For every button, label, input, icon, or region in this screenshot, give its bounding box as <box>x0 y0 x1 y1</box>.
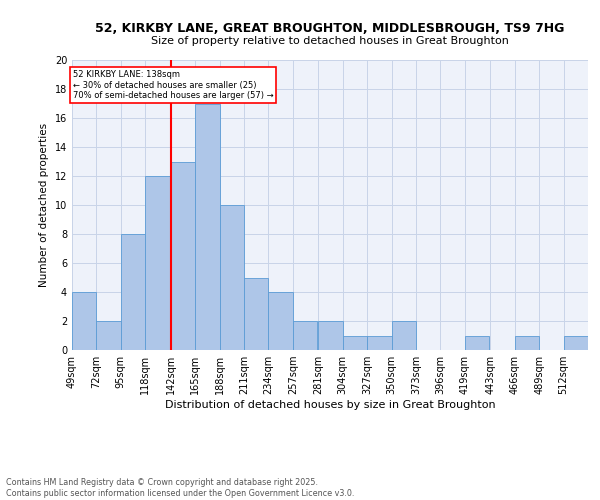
Bar <box>72 292 97 350</box>
Text: Contains HM Land Registry data © Crown copyright and database right 2025.
Contai: Contains HM Land Registry data © Crown c… <box>6 478 355 498</box>
Bar <box>220 205 244 350</box>
Bar <box>121 234 145 350</box>
Bar <box>195 104 220 350</box>
Bar <box>268 292 293 350</box>
Bar <box>145 176 170 350</box>
Y-axis label: Number of detached properties: Number of detached properties <box>39 123 49 287</box>
Text: 52, KIRKBY LANE, GREAT BROUGHTON, MIDDLESBROUGH, TS9 7HG: 52, KIRKBY LANE, GREAT BROUGHTON, MIDDLE… <box>95 22 565 36</box>
Bar <box>293 321 317 350</box>
Bar <box>319 321 343 350</box>
X-axis label: Distribution of detached houses by size in Great Broughton: Distribution of detached houses by size … <box>164 400 496 410</box>
Bar <box>392 321 416 350</box>
Bar <box>244 278 268 350</box>
Bar <box>171 162 195 350</box>
Bar <box>367 336 392 350</box>
Bar <box>343 336 367 350</box>
Bar <box>563 336 588 350</box>
Bar <box>465 336 489 350</box>
Text: Size of property relative to detached houses in Great Broughton: Size of property relative to detached ho… <box>151 36 509 46</box>
Text: 52 KIRKBY LANE: 138sqm
← 30% of detached houses are smaller (25)
70% of semi-det: 52 KIRKBY LANE: 138sqm ← 30% of detached… <box>73 70 273 100</box>
Bar <box>97 321 121 350</box>
Bar <box>515 336 539 350</box>
